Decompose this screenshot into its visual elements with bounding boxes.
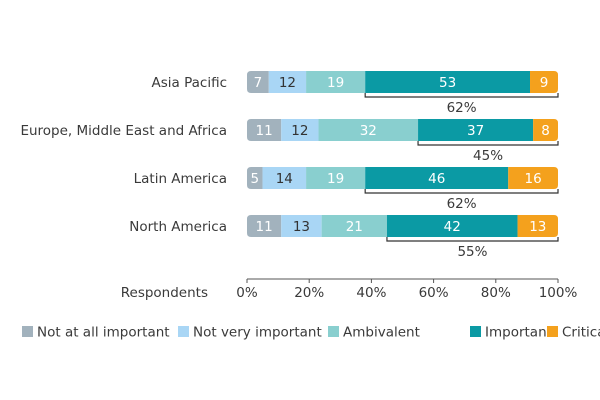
- total-bracket: [417, 141, 559, 146]
- bracket-total-label: 55%: [457, 244, 487, 260]
- bar-segment: [262, 167, 307, 189]
- data-label: 11: [256, 123, 273, 139]
- total-brackets: 62% 45% 62% 55%: [364, 93, 559, 260]
- category-label: North America: [129, 219, 227, 235]
- bar-segment: [247, 119, 282, 141]
- x-axis-title: Respondents: [121, 285, 208, 301]
- data-label: 5: [250, 171, 259, 187]
- data-label: 37: [467, 123, 484, 139]
- data-label: 12: [279, 75, 296, 91]
- data-label: 19: [327, 75, 344, 91]
- data-label: 32: [360, 123, 377, 139]
- bars: 7 12 19 53 9 11 12 32 37 8 5 14 19 46 16 11 13 21 42 13: [247, 71, 558, 237]
- x-tick-label: 100%: [539, 285, 578, 301]
- bar-segment: [281, 119, 319, 141]
- legend-swatch: [22, 326, 33, 337]
- legend-swatch: [328, 326, 339, 337]
- bar-segment: [321, 215, 387, 237]
- data-label: 8: [541, 123, 550, 139]
- bar-segment: [318, 119, 419, 141]
- category-labels: Asia Pacific Europe, Middle East and Afri…: [20, 75, 227, 235]
- data-label: 46: [428, 171, 445, 187]
- bar-segment: [533, 119, 558, 141]
- legend: Not at all important Not very important Am…: [22, 325, 600, 341]
- data-label: 16: [525, 171, 542, 187]
- data-label: 7: [254, 75, 263, 91]
- category-label: Asia Pacific: [152, 75, 228, 91]
- legend-label: Ambivalent: [343, 325, 420, 341]
- data-label: 42: [444, 219, 461, 235]
- data-label: 13: [529, 219, 546, 235]
- legend-swatch: [178, 326, 189, 337]
- bar-segment: [306, 167, 366, 189]
- data-label: 21: [346, 219, 363, 235]
- bar-segment: [365, 71, 531, 93]
- legend-label: Important: [485, 325, 552, 341]
- data-label: 9: [540, 75, 549, 91]
- bracket-total-label: 62%: [447, 100, 477, 116]
- data-label: 14: [276, 171, 293, 187]
- bar-segment: [508, 167, 558, 189]
- x-tick-label: 60%: [419, 285, 449, 301]
- category-label: Latin America: [134, 171, 227, 187]
- legend-label: Not at all important: [37, 325, 170, 341]
- bar-segment: [386, 215, 518, 237]
- data-label: 53: [439, 75, 456, 91]
- category-label: Europe, Middle East and Africa: [20, 123, 227, 139]
- total-bracket: [364, 189, 559, 194]
- x-tick-label: 80%: [481, 285, 511, 301]
- bar-segment: [281, 215, 322, 237]
- legend-label: Critical: [562, 325, 600, 341]
- bar-segment: [418, 119, 534, 141]
- bracket-total-label: 62%: [447, 196, 477, 212]
- data-label: 13: [293, 219, 310, 235]
- x-axis: 0% 20% 40% 60% 80% 100% Respondents: [121, 278, 578, 301]
- bar-segment: [306, 71, 366, 93]
- bracket-total-label: 45%: [473, 148, 503, 164]
- data-label: 11: [256, 219, 273, 235]
- x-tick-label: 0%: [236, 285, 258, 301]
- legend-swatch: [470, 326, 481, 337]
- data-label: 19: [327, 171, 344, 187]
- bar-segment: [517, 215, 558, 237]
- legend-swatch: [547, 326, 558, 337]
- data-label: 12: [291, 123, 308, 139]
- bar-segment: [268, 71, 307, 93]
- legend-label: Not very important: [193, 325, 322, 341]
- total-bracket: [386, 237, 559, 242]
- x-tick-label: 40%: [356, 285, 386, 301]
- total-bracket: [364, 93, 559, 98]
- bar-segment: [247, 215, 282, 237]
- x-tick-label: 20%: [294, 285, 324, 301]
- bar-segment: [247, 167, 263, 189]
- bar-segment: [247, 71, 269, 93]
- bar-segment: [365, 167, 509, 189]
- bar-segment: [530, 71, 558, 93]
